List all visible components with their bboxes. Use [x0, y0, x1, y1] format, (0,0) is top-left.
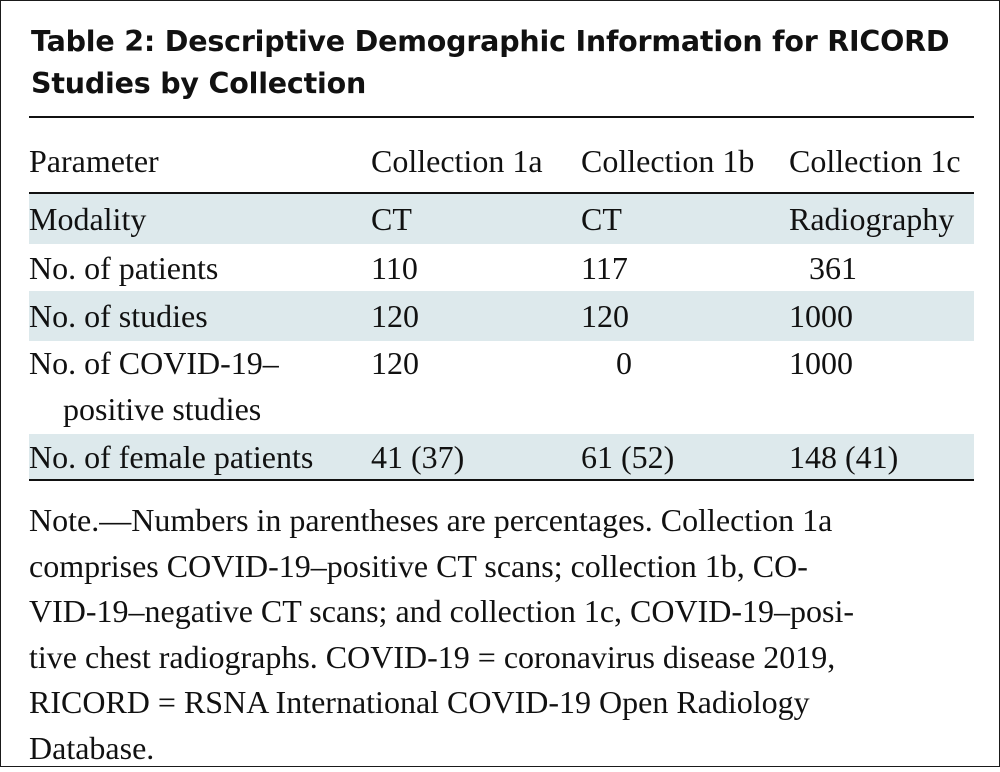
note-line: RICORD = RSNA International COVID-19 Ope… [29, 684, 810, 721]
row-shade-studies [29, 291, 974, 341]
table-cell-covid-positive-1b: 0 [616, 345, 632, 381]
note-line: comprises COVID-19–positive CT scans; co… [29, 547, 808, 584]
bottom-rule [29, 479, 974, 481]
table-row-covid-positive-label-line2: positive studies [63, 391, 262, 427]
table-row-covid-positive-label-line1: No. of COVID-19– [29, 345, 279, 381]
table-cell-patients-1a: 110 [371, 250, 418, 286]
table-row-studies-label: No. of studies [29, 298, 208, 334]
table-cell-female-1b: 61 (52) [581, 439, 675, 475]
table-cell-covid-positive-1a: 120 [371, 345, 419, 381]
header-parameter: Parameter [29, 143, 159, 179]
note-line: VID-19–negative CT scans; and collection… [29, 593, 854, 630]
table-cell-studies-1c: 1000 [789, 298, 853, 334]
table-cell-female-1c: 148 (41) [789, 439, 899, 475]
table-title: Table 2: Descriptive Demographic Informa… [31, 25, 950, 100]
row-shade-female [29, 434, 974, 479]
table-cell-modality-1a: CT [371, 201, 412, 237]
table-cell-covid-positive-1c: 1000 [789, 345, 853, 381]
table-note: Note.—Numbers in parentheses are percent… [29, 498, 974, 772]
table-cell-modality-1c: Radiography [789, 201, 955, 237]
header-rule [29, 192, 974, 194]
table-cell-studies-1b: 120 [581, 298, 629, 334]
table-row-female-label: No. of female patients [29, 439, 314, 475]
top-rule [29, 116, 974, 118]
table-cell-patients-1b: 117 [581, 250, 628, 286]
header-collection-1a: Collection 1a [371, 143, 543, 179]
note-line: Database. [29, 729, 155, 766]
header-collection-1c: Collection 1c [789, 143, 961, 179]
table-cell-patients-1c: 361 [809, 250, 857, 286]
table-cell-studies-1a: 120 [371, 298, 419, 334]
table-row-patients-label: No. of patients [29, 250, 219, 286]
header-collection-1b: Collection 1b [581, 143, 755, 179]
note-line: Note.—Numbers in parentheses are percent… [29, 502, 833, 538]
row-shade-modality [29, 194, 974, 244]
table-cell-female-1a: 41 (37) [371, 439, 465, 475]
table-row-modality-label: Modality [29, 201, 147, 237]
table-cell-modality-1b: CT [581, 201, 622, 237]
note-line: tive chest radiographs. COVID-19 = coron… [29, 638, 836, 675]
